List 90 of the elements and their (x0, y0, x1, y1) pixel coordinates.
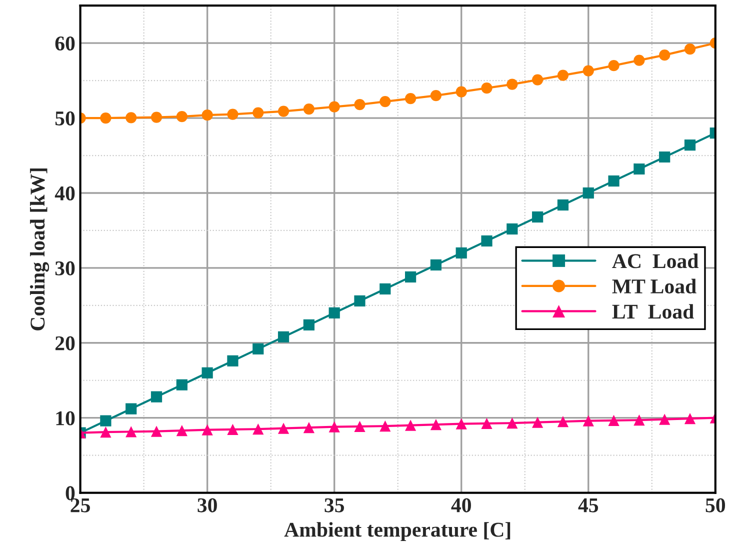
point (227, 108, 238, 120)
legend-label: LT Load (612, 304, 694, 319)
legend-label: MT Load (612, 278, 696, 294)
point (227, 355, 238, 366)
y-tick-label: 40 (54, 186, 75, 200)
point (328, 101, 340, 112)
point (506, 223, 518, 235)
point (176, 379, 188, 390)
point (100, 426, 112, 438)
point (354, 98, 366, 110)
point (227, 424, 238, 436)
point (278, 331, 290, 342)
point (380, 96, 391, 108)
point (481, 82, 492, 94)
point (659, 151, 670, 163)
y-tick-label: 0 (66, 486, 75, 500)
y-tick-label: 50 (55, 111, 75, 126)
point (456, 86, 467, 98)
point (608, 60, 620, 72)
point (557, 70, 569, 81)
point (252, 424, 264, 435)
x-tick-label: 50 (706, 498, 726, 512)
point (278, 106, 290, 117)
point (150, 391, 162, 402)
point (506, 418, 518, 429)
y-tick-label: 20 (55, 336, 75, 350)
x-axis-title: Ambient temperature [C] (284, 522, 510, 542)
point (481, 418, 492, 430)
point (252, 107, 264, 118)
point (404, 92, 416, 104)
y-tick-label: 10 (56, 411, 75, 426)
point (202, 109, 213, 121)
point (532, 74, 544, 86)
point (252, 343, 264, 354)
y-axis-title: Cooling load [kW] (30, 168, 50, 330)
x-tick-label: 45 (578, 498, 598, 512)
point (100, 415, 112, 426)
point (456, 418, 467, 430)
point (354, 295, 366, 306)
point (634, 414, 645, 426)
point (303, 422, 314, 434)
point (278, 422, 290, 434)
point (202, 424, 213, 436)
point (557, 199, 569, 211)
point (684, 413, 696, 424)
point (684, 44, 696, 55)
legend-label: AC Load (612, 254, 698, 268)
point (126, 403, 137, 414)
point (328, 307, 340, 318)
point (582, 187, 594, 199)
point (634, 163, 645, 175)
point (126, 426, 137, 438)
y-tick-label: 30 (55, 261, 75, 276)
point (582, 65, 594, 76)
point (176, 425, 188, 436)
point (328, 421, 340, 432)
point (582, 415, 594, 426)
point (456, 247, 467, 259)
x-tick-label: 30 (198, 498, 217, 512)
x-tick-label: 40 (451, 498, 471, 512)
point (684, 139, 696, 151)
point (532, 211, 544, 223)
x-tick-label: 35 (324, 498, 344, 512)
point (354, 420, 366, 432)
point (506, 78, 518, 90)
point (100, 112, 112, 124)
point (659, 50, 670, 61)
point (126, 112, 137, 124)
point (430, 259, 442, 270)
point (608, 414, 620, 426)
point (404, 420, 416, 431)
point (202, 367, 213, 378)
point (380, 420, 391, 432)
point (150, 112, 162, 123)
point (430, 90, 442, 102)
point (659, 414, 670, 425)
point (481, 235, 492, 247)
point (404, 271, 416, 282)
point (634, 54, 645, 66)
point (303, 103, 314, 115)
x-tick-label: 25 (70, 498, 90, 512)
point (608, 175, 620, 187)
point (303, 319, 314, 330)
point (380, 283, 391, 294)
point (150, 426, 162, 437)
point (532, 416, 544, 428)
point (176, 110, 188, 122)
point (557, 416, 569, 428)
y-tick-label: 60 (55, 36, 75, 51)
point (430, 419, 442, 430)
